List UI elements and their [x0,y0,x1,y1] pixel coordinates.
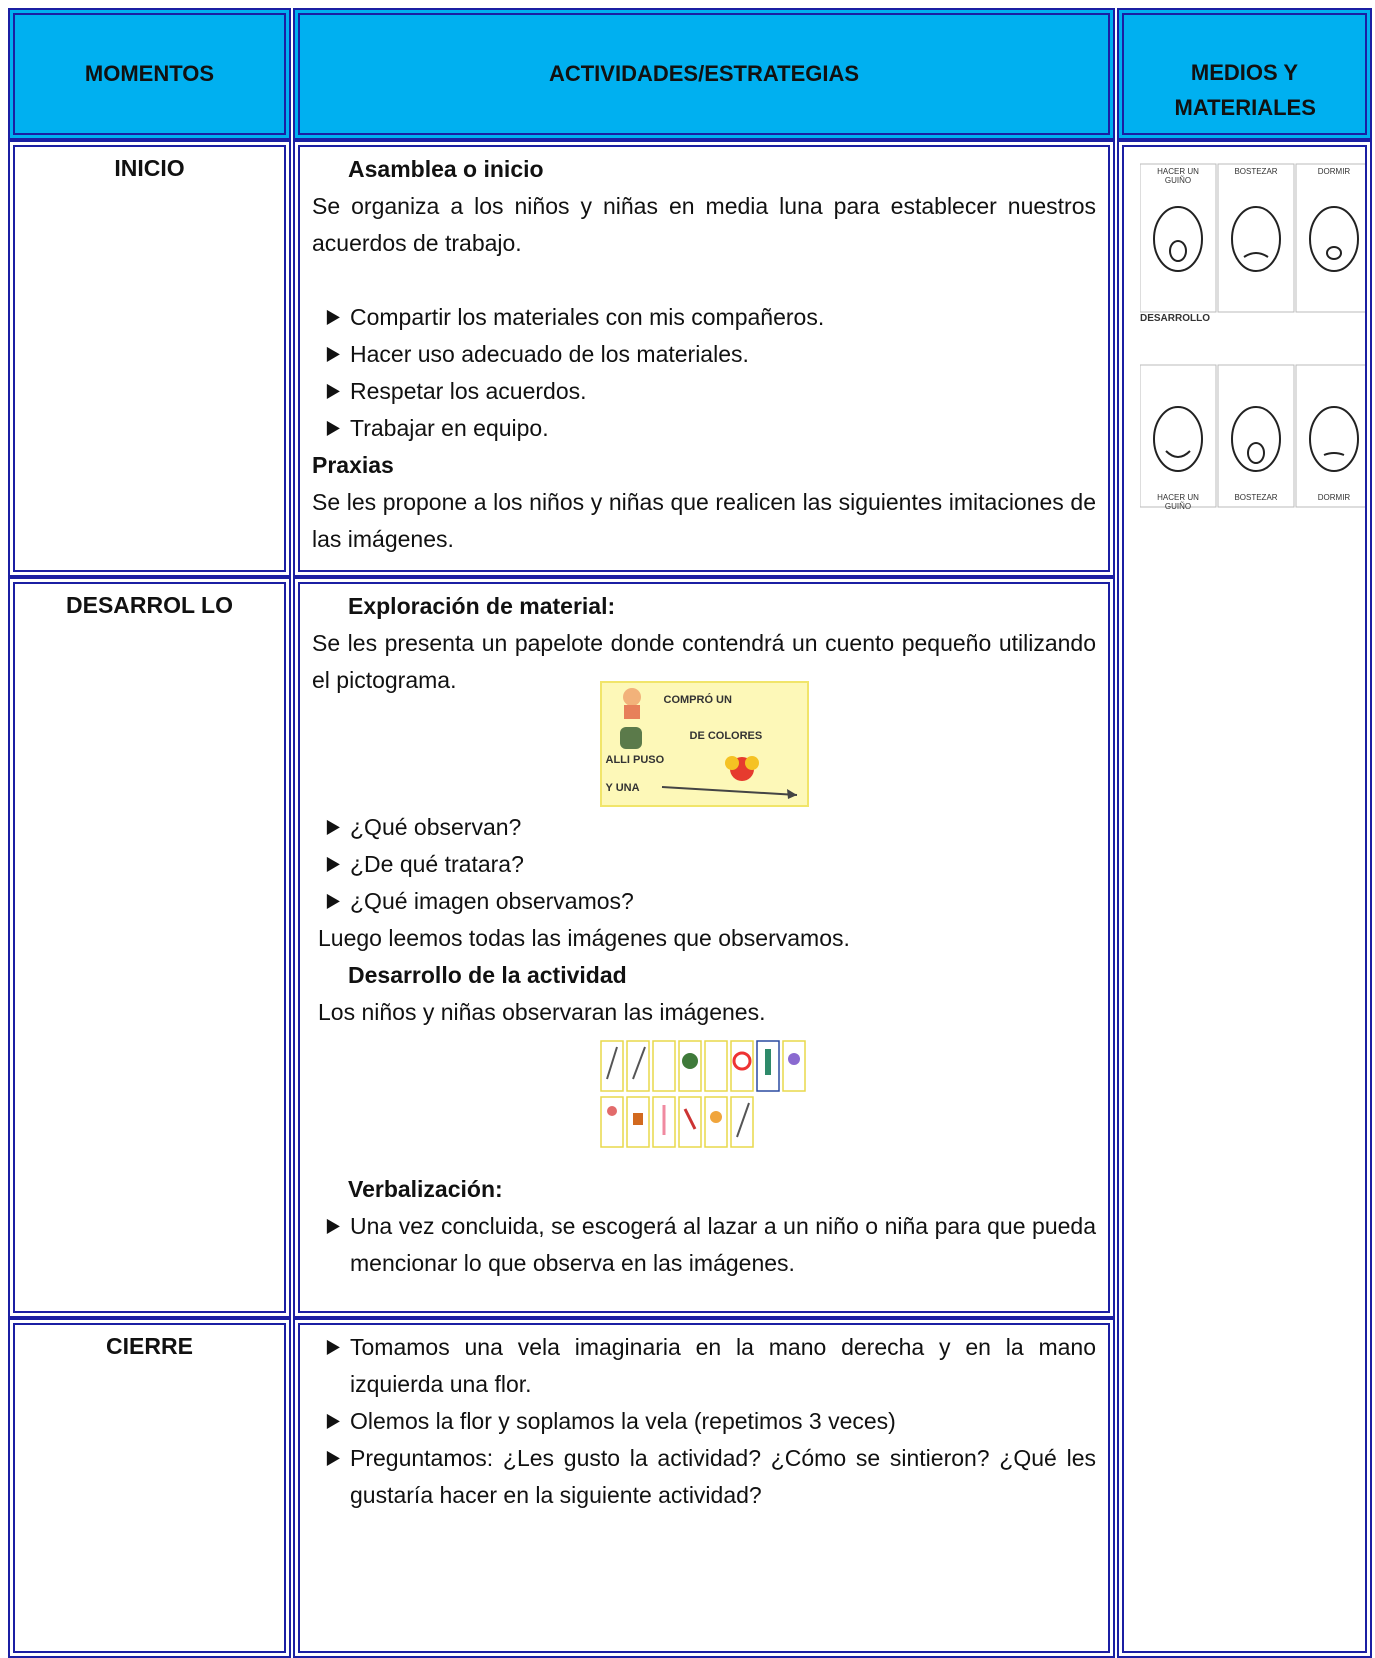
heading: Desarrollo de la actividad [348,962,627,988]
picture-cards [600,1040,806,1148]
pictogram: COMPRÓ UN DE COLORES ALLI PUSO Y UNA [599,681,809,807]
header-cell: MEDIOS Y MATERIALES [1117,8,1372,140]
pictogram-text: DE COLORES [689,730,763,742]
image-label: DORMIR [1317,493,1351,502]
list-item: ¿Qué observan? [350,809,1096,846]
activity-cell: Exploración de material: Se les presenta… [293,577,1115,1318]
pictogram-text: ALLI PUSO [605,754,665,766]
materials-cell: HACER UN GUIÑO BOSTEZAR DORMIR DESARROLL… [1117,140,1372,1658]
pictogram-art [619,688,797,799]
spacer [312,262,1096,299]
list-item: Olemos la flor y soplamos la vela (repet… [350,1403,1096,1440]
heading: Praxias [312,452,394,478]
list: ¿Qué observan? ¿De qué tratara? ¿Qué ima… [312,809,1096,920]
list-item: ¿De qué tratara? [350,846,1096,883]
list-item: Hacer uso adecuado de los materiales. [350,336,1096,373]
image-label: BOSTEZAR [1234,167,1278,176]
pictogram-text: COMPRÓ UN [663,694,732,706]
list-item: Una vez concluida, se escogerá al lazar … [350,1208,1096,1282]
header-cell: ACTIVIDADES/ESTRATEGIAS [293,8,1115,140]
list-item: Trabajar en equipo. [350,410,1096,447]
list-item: Compartir los materiales con mis compañe… [350,299,1096,336]
header-medios: MEDIOS Y MATERIALES [1174,60,1316,120]
list-item: Preguntamos: ¿Les gusto la actividad? ¿C… [350,1440,1096,1514]
moment: INICIO [114,155,185,181]
paragraph: Se les propone a los niños y niñas que r… [312,489,1096,552]
header-cell: MOMENTOS [8,8,291,140]
list-item: Tomamos una vela imaginaria en la mano d… [350,1329,1096,1403]
heading: Exploración de material: [348,593,616,619]
faces-art [1140,163,1365,508]
heading: Verbalización: [348,1176,503,1202]
image-label: HACER UN GUIÑO [1157,167,1199,185]
image-label: BOSTEZAR [1234,493,1278,502]
moment-cell: DESARROL LO [8,577,291,1318]
moment: DESARROL LO [66,592,233,618]
heading: Asamblea o inicio [348,156,544,182]
paragraph: Luego leemos todas las imágenes que obse… [318,925,850,951]
paragraph: Se organiza a los niños y niñas en media… [312,193,1096,256]
image-caption: DESARROLLO [1140,313,1210,324]
list: Compartir los materiales con mis compañe… [312,299,1096,447]
image-label: DORMIR [1317,167,1351,176]
list: Una vez concluida, se escogerá al lazar … [312,1208,1096,1282]
header-actividades: ACTIVIDADES/ESTRATEGIAS [548,61,860,86]
activity-cell: Asamblea o inicio Se organiza a los niño… [293,140,1115,577]
header-momentos: MOMENTOS [84,61,215,86]
activity-cell: Tomamos una vela imaginaria en la mano d… [293,1318,1115,1658]
paragraph: Se les presenta un papelote donde conten… [312,630,1096,693]
moment-cell: CIERRE [8,1318,291,1658]
pictogram-text: Y UNA [605,782,640,794]
image-label: HACER UN GUIÑO [1157,493,1199,511]
list: Tomamos una vela imaginaria en la mano d… [312,1329,1096,1514]
moment: CIERRE [106,1333,193,1359]
paragraph: Los niños y niñas observaran las imágene… [318,999,766,1025]
list-item: ¿Qué imagen observamos? [350,883,1096,920]
moment-cell: INICIO [8,140,291,577]
list-item: Respetar los acuerdos. [350,373,1096,410]
